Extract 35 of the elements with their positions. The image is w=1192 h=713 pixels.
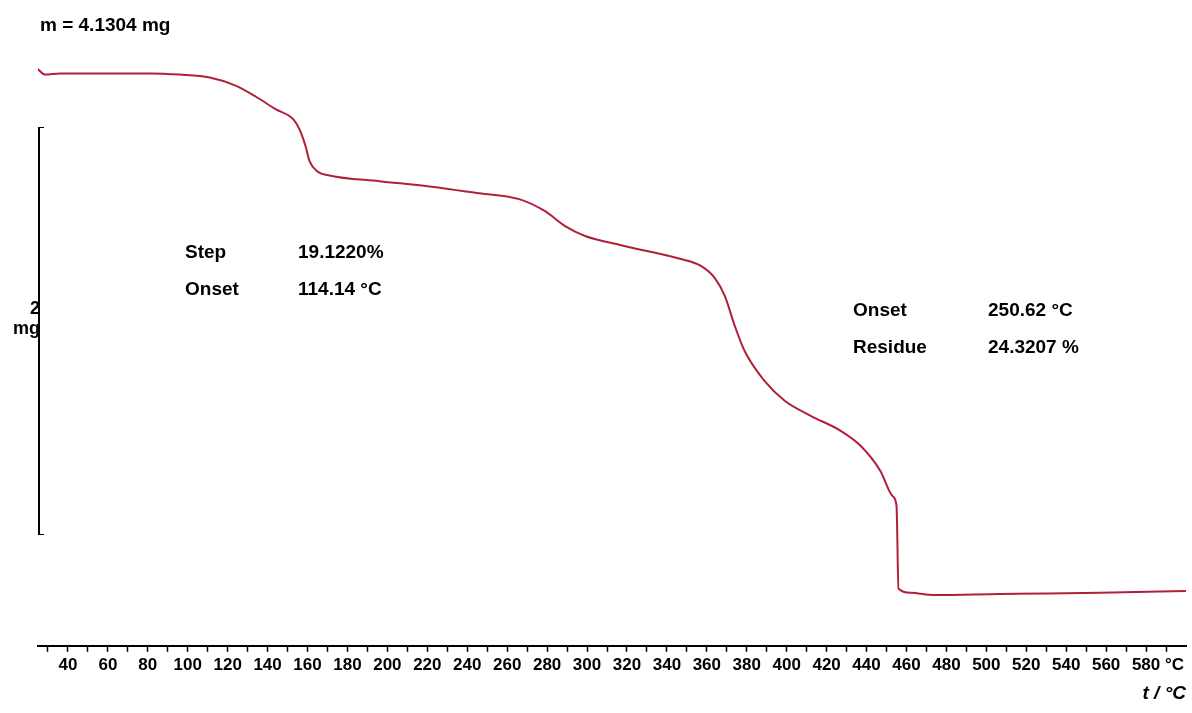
x-tick-label: 120 bbox=[213, 654, 242, 674]
x-tick-label: 360 bbox=[692, 654, 722, 674]
x-tick-label: 520 bbox=[1012, 654, 1041, 674]
text: Onset 114.14 °C bbox=[185, 278, 382, 300]
x-tick-label: 60 bbox=[98, 654, 118, 674]
text: Step 19.1220% bbox=[185, 241, 384, 263]
x-tick-label: 260 bbox=[493, 654, 522, 674]
x-tick-label: 160 bbox=[293, 654, 322, 674]
x-tick-label: °C bbox=[1165, 654, 1185, 674]
x-tick-label: 420 bbox=[812, 654, 841, 674]
x-tick-label: 480 bbox=[932, 654, 961, 674]
chart-title: m = 4.1304 mg bbox=[40, 14, 171, 36]
x-tick-label: 320 bbox=[612, 654, 642, 674]
x-axis-title: t / °C bbox=[1142, 681, 1187, 703]
x-tick-label: 140 bbox=[253, 654, 282, 674]
x-tick-label: 400 bbox=[772, 654, 801, 674]
x-tick-label: 580 bbox=[1131, 654, 1161, 674]
x-tick-label: 500 bbox=[972, 654, 1001, 674]
x-tick-label: 380 bbox=[732, 654, 761, 674]
x-tick-label: 40 bbox=[58, 654, 78, 674]
x-tick-label: 80 bbox=[138, 654, 158, 674]
x-tick-label: 240 bbox=[453, 654, 482, 674]
x-tick-label: 440 bbox=[852, 654, 881, 674]
x-tick-label: 280 bbox=[532, 654, 562, 674]
text: Onset 250.62 °C bbox=[853, 299, 1073, 321]
text: Residue 24.3207 % bbox=[853, 336, 1079, 358]
x-tick-label: 220 bbox=[413, 654, 442, 674]
x-tick-label: 540 bbox=[1052, 654, 1081, 674]
x-tick-label: 340 bbox=[652, 654, 682, 674]
x-tick-label: 300 bbox=[572, 654, 602, 674]
x-tick-label: 200 bbox=[373, 654, 402, 674]
x-tick-label: 460 bbox=[892, 654, 921, 674]
x-tick-label: 180 bbox=[333, 654, 362, 674]
x-tick-label: 560 bbox=[1091, 654, 1121, 674]
x-tick-label: 100 bbox=[173, 654, 202, 674]
